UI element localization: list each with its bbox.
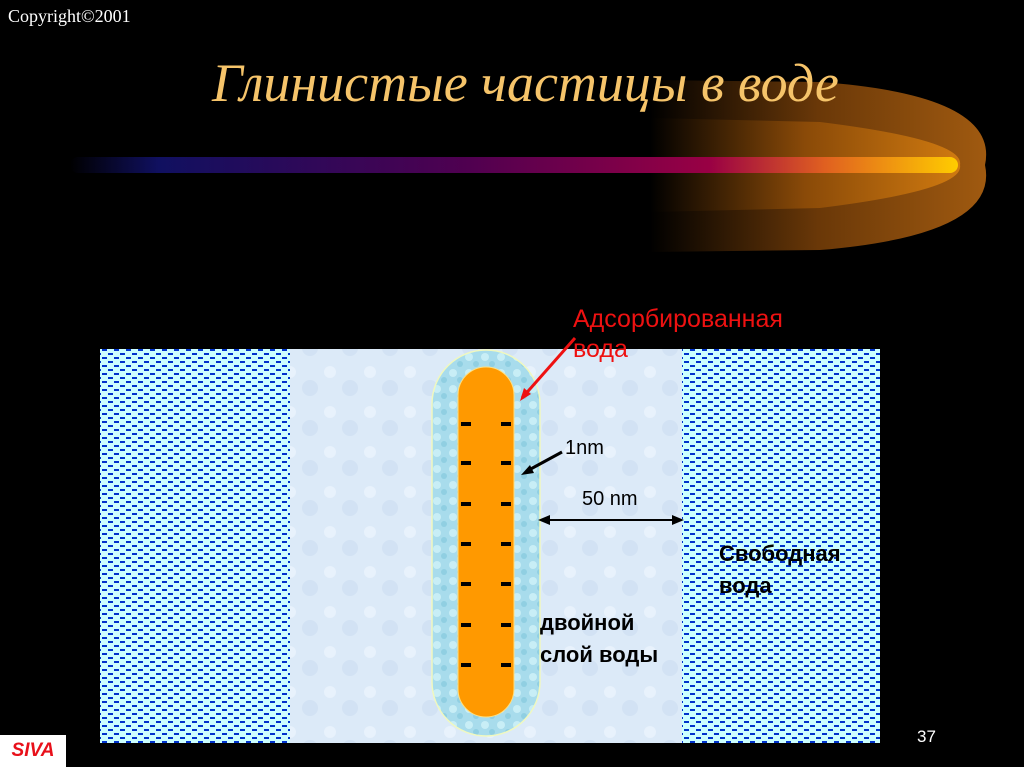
clay-particle: [457, 366, 515, 718]
minus-sign-icon: [501, 461, 511, 465]
adsorbed-water-label: Адсорбированная вода: [573, 305, 783, 363]
minus-sign-icon: [501, 542, 511, 546]
1nm-label: 1nm: [565, 437, 604, 459]
minus-sign-icon: [461, 461, 471, 465]
minus-sign-icon: [501, 422, 511, 426]
minus-sign-icon: [501, 582, 511, 586]
minus-sign-icon: [501, 502, 511, 506]
free-water-right: [682, 349, 880, 743]
title-swoosh: [70, 80, 987, 252]
free-water-left: [100, 349, 290, 743]
diagram: [100, 337, 880, 743]
minus-sign-icon: [461, 542, 471, 546]
siva-logo: SIVA: [0, 735, 66, 767]
minus-sign-icon: [461, 582, 471, 586]
minus-sign-icon: [461, 422, 471, 426]
adsorbed-arrow: [520, 337, 577, 399]
copyright: Copyright©2001: [8, 6, 131, 26]
minus-sign-icon: [461, 623, 471, 627]
minus-sign-icon: [501, 663, 511, 667]
double-layer-label: двойной слой воды: [540, 610, 659, 667]
page-number: 37: [917, 727, 936, 746]
minus-sign-icon: [501, 623, 511, 627]
50nm-label: 50 nm: [582, 488, 638, 510]
1nm-arrow: [526, 450, 563, 473]
negative-charges: [461, 422, 511, 667]
slide-title: Глинистые частицы в воде: [212, 53, 839, 113]
minus-sign-icon: [461, 502, 471, 506]
free-water-label: Свободная вода: [719, 541, 841, 598]
minus-sign-icon: [461, 663, 471, 667]
